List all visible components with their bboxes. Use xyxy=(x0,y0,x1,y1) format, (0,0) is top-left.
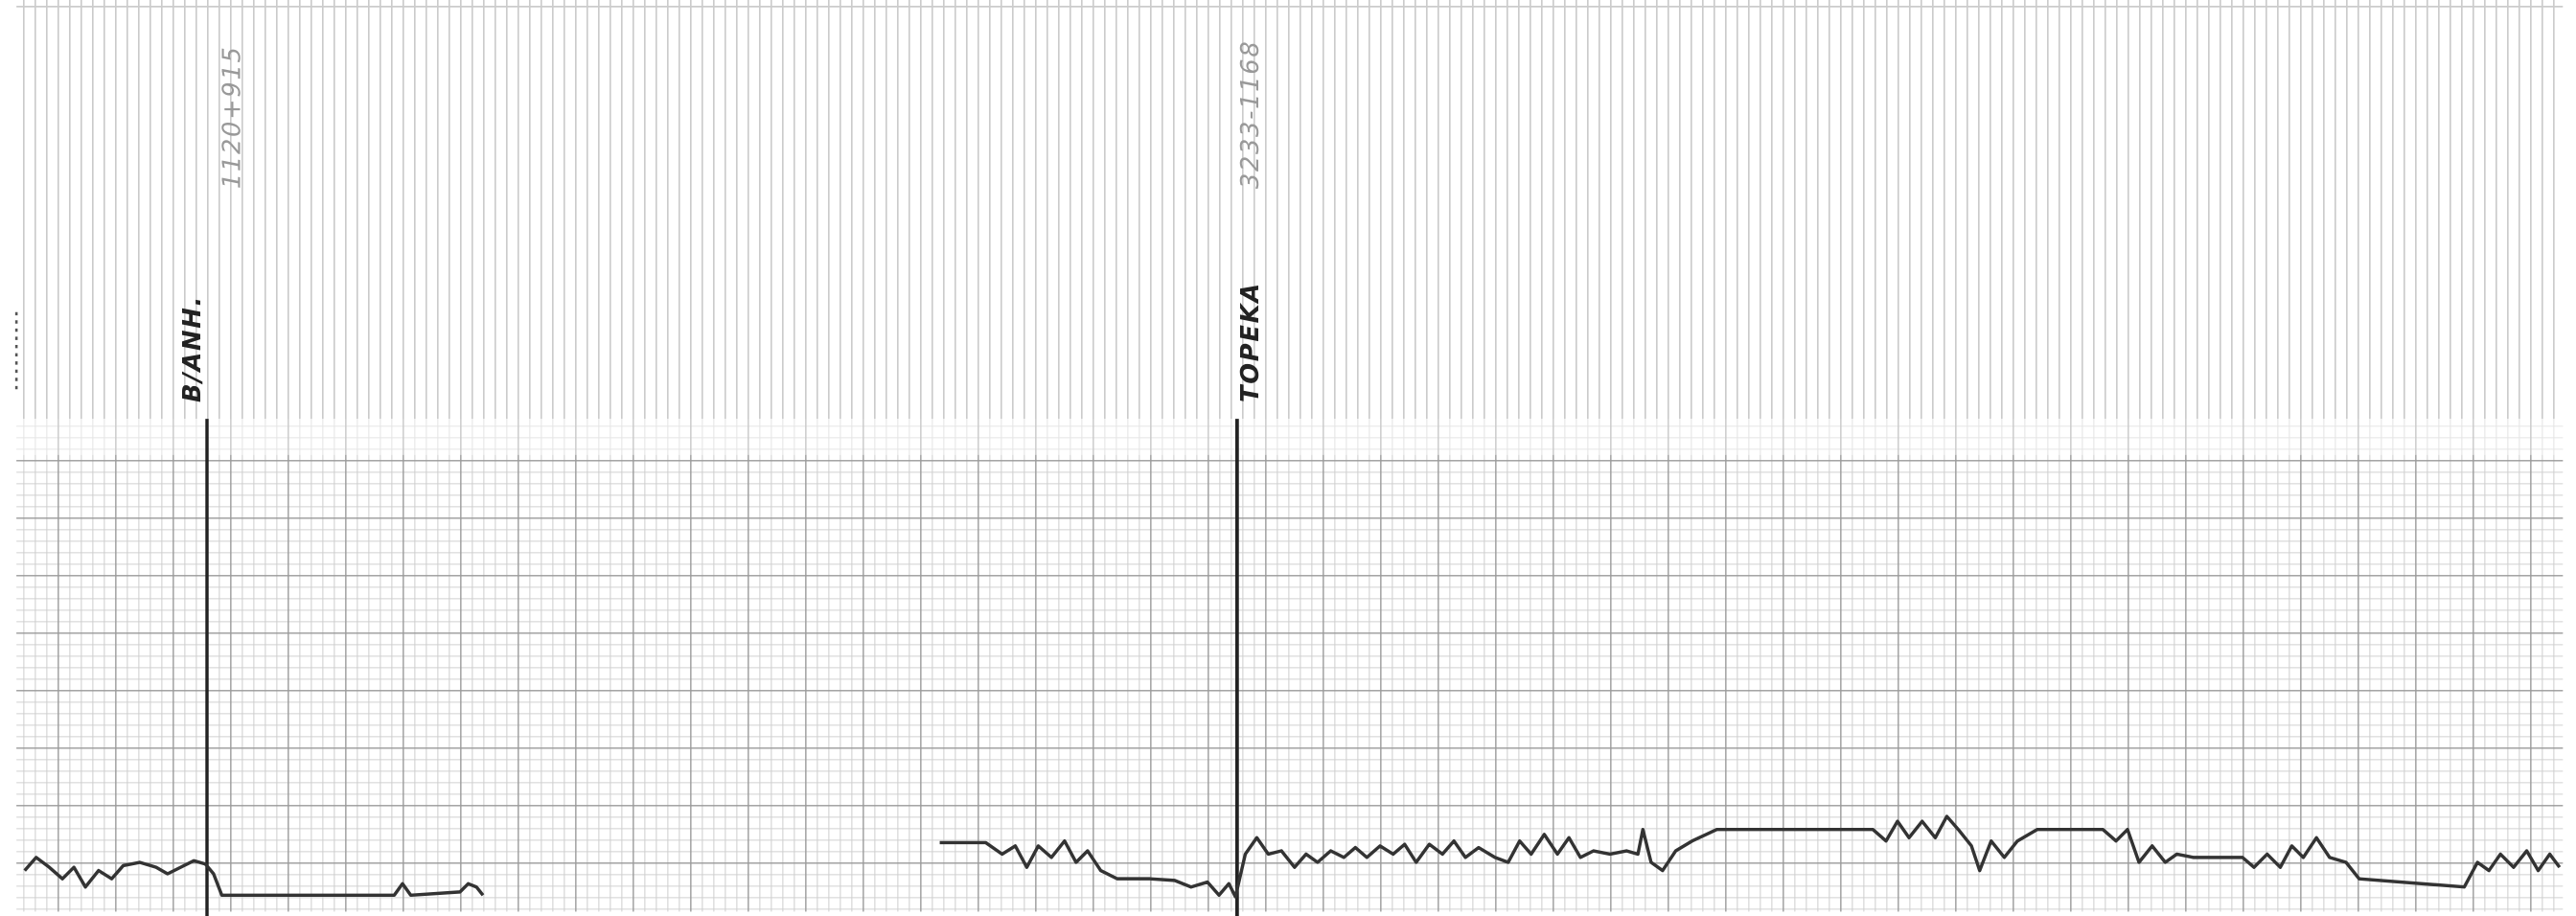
station-note: 1120+915 xyxy=(218,45,246,189)
station-label: TOPEKA xyxy=(1236,282,1265,402)
station-note: 3233-1168 xyxy=(1236,40,1265,190)
station-label: B/ANH. xyxy=(178,295,207,402)
coarse-grid xyxy=(16,419,2563,911)
grid-fade xyxy=(16,419,2563,455)
upper-ruling xyxy=(16,0,2563,419)
page: B/ANH. 1120+915 TOPEKA 3233-1168 (() => … xyxy=(0,0,2576,916)
strip: B/ANH. 1120+915 TOPEKA 3233-1168 xyxy=(0,0,2576,916)
chart-recorder-strip: B/ANH. 1120+915 TOPEKA 3233-1168 xyxy=(0,0,2576,916)
